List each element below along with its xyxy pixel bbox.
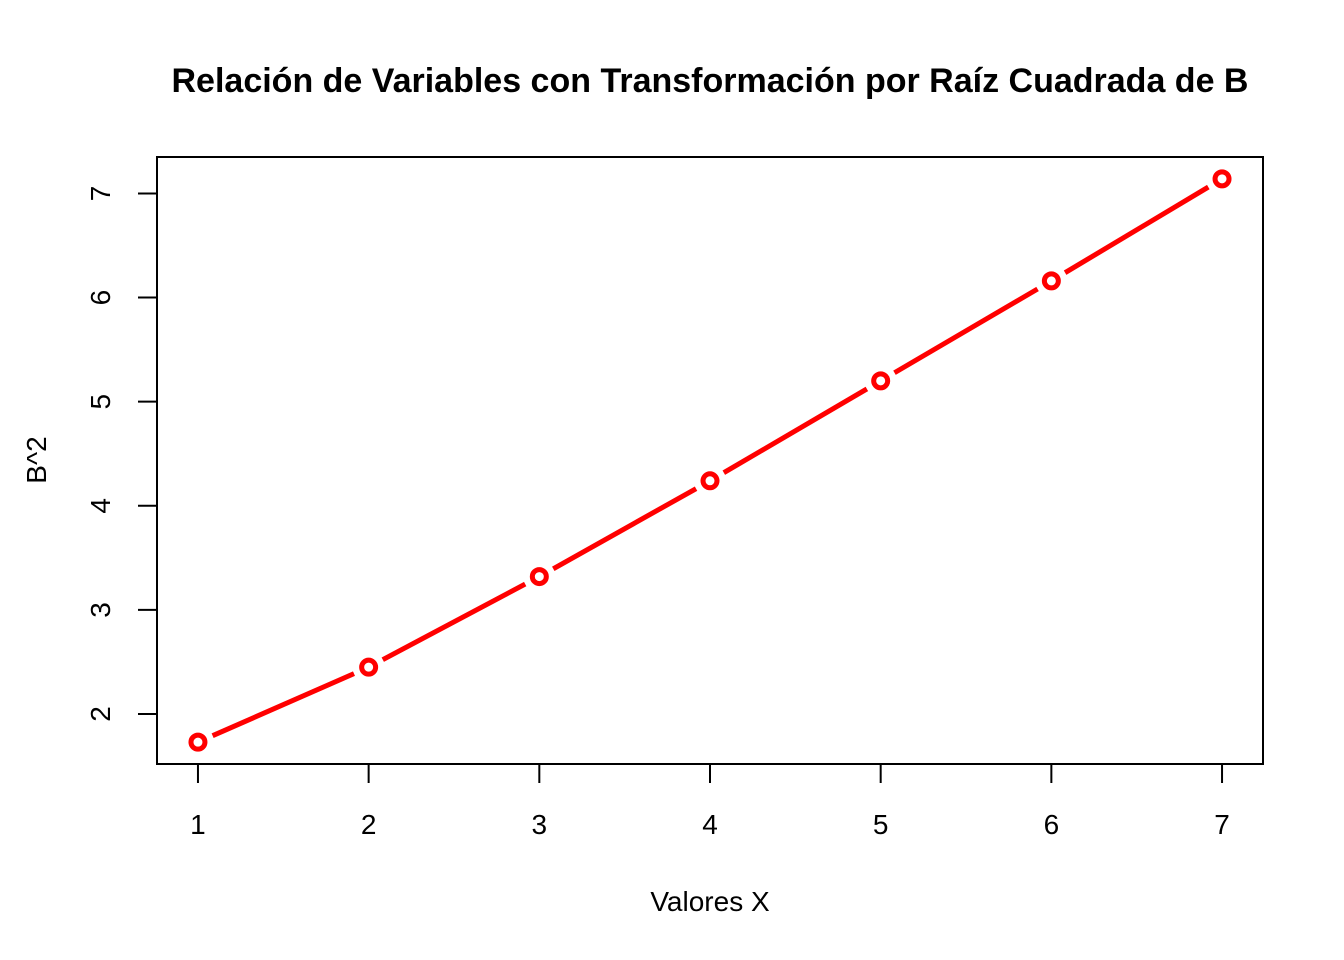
chart-title: Relación de Variables con Transformación… <box>172 62 1249 100</box>
data-point <box>359 657 379 677</box>
y-axis-label: B^2 <box>21 436 52 483</box>
series-line-segment <box>722 386 869 475</box>
series-line-segment <box>1063 184 1210 275</box>
y-axis: 2 3 4 5 6 7 <box>85 186 158 722</box>
x-tick-label: 2 <box>361 809 377 840</box>
y-tick-label: 5 <box>85 394 116 410</box>
y-tick-label: 7 <box>85 186 116 202</box>
data-point <box>1041 271 1061 291</box>
x-tick-label: 6 <box>1044 809 1060 840</box>
series-layer <box>188 169 1232 752</box>
data-point <box>871 371 891 391</box>
y-tick-label: 6 <box>85 290 116 306</box>
y-tick-label: 4 <box>85 498 116 514</box>
series-line-segment <box>552 486 698 571</box>
x-tick-label: 7 <box>1214 809 1230 840</box>
plot-area-frame <box>156 156 1264 765</box>
x-tick-label: 3 <box>532 809 548 840</box>
series-line-segment <box>893 286 1039 375</box>
data-point <box>1212 169 1232 189</box>
x-tick-label: 1 <box>190 809 206 840</box>
x-tick-label: 5 <box>873 809 889 840</box>
y-tick-label: 2 <box>85 706 116 722</box>
data-point <box>188 732 208 752</box>
x-axis-label: Valores X <box>650 886 770 917</box>
x-axis: 1 2 3 4 5 6 7 <box>190 763 1230 840</box>
series-line-segment <box>381 581 527 662</box>
series-line-segment <box>211 671 355 738</box>
data-point <box>529 567 549 587</box>
x-tick-label: 4 <box>702 809 718 840</box>
data-point <box>700 471 720 491</box>
y-tick-label: 3 <box>85 602 116 618</box>
